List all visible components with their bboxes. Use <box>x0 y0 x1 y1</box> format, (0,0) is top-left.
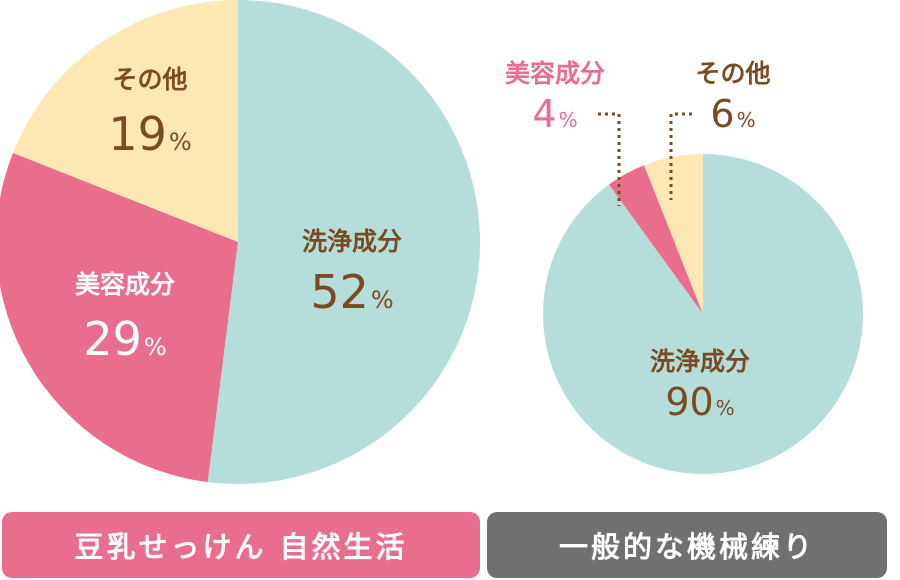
slice-value-other: 6% <box>710 92 755 136</box>
leader-line-beauty <box>598 112 621 206</box>
chart-title-machine-milled: 一般的な機械練り <box>487 512 887 578</box>
slice-label-beauty: 美容成分 <box>75 270 175 299</box>
slice-label-cleansing: 洗浄成分 <box>650 347 750 376</box>
slice-cleansing <box>542 154 863 474</box>
pie-chart-machine-milled: 洗浄成分 90% 美容成分 4% その他 6% <box>505 59 863 474</box>
slice-other <box>12 0 238 242</box>
slice-label-cleansing: 洗浄成分 <box>302 227 402 256</box>
slice-label-other: その他 <box>695 59 770 88</box>
pie-chart-soy-soap: 洗浄成分 52% 美容成分 29% その他 19% <box>0 0 480 484</box>
chart-title-soy-soap: 豆乳せっけん 自然生活 <box>2 512 480 578</box>
slice-value-cleansing: 52% <box>310 265 393 319</box>
slice-label-beauty: 美容成分 <box>505 59 605 88</box>
slice-cleansing <box>207 0 480 484</box>
slice-beauty <box>0 152 238 483</box>
slice-beauty <box>608 165 703 314</box>
slice-value-beauty: 4% <box>532 92 577 136</box>
slice-value-beauty: 29% <box>83 312 166 366</box>
slice-value-cleansing: 90% <box>665 380 734 424</box>
slice-other <box>644 154 703 314</box>
leader-line-other <box>669 112 692 200</box>
slice-value-other: 19% <box>108 107 191 161</box>
slice-label-other: その他 <box>112 65 187 94</box>
